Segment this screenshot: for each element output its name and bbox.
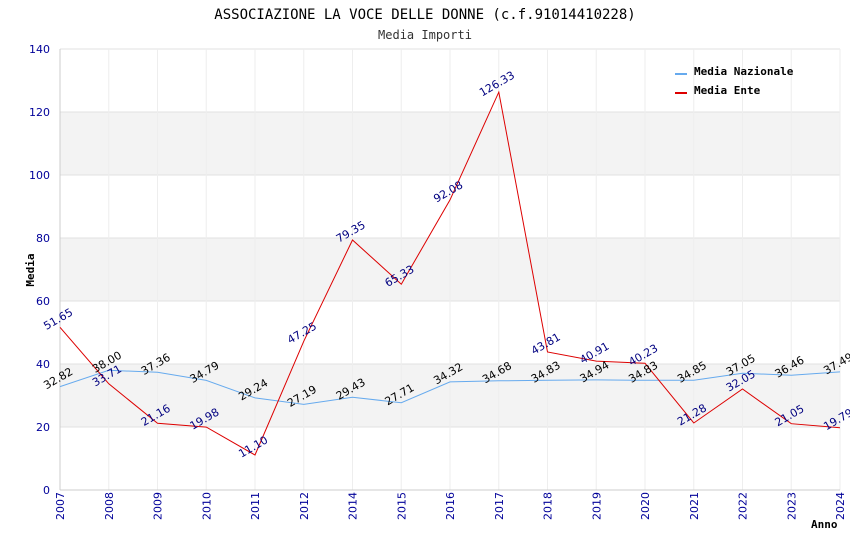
x-axis-label: Anno bbox=[811, 518, 838, 531]
y-tick-label: 100 bbox=[29, 169, 50, 182]
legend-item-media-nazionale: Media Nazionale bbox=[675, 65, 794, 78]
x-tick-label: 2011 bbox=[249, 492, 262, 520]
x-tick-label: 2012 bbox=[298, 492, 311, 520]
series-line-1 bbox=[59, 90, 841, 456]
data-label: 126.33 bbox=[477, 69, 517, 100]
x-tick-label: 2024 bbox=[834, 492, 847, 520]
x-tick-label: 2019 bbox=[590, 492, 603, 520]
y-tick-labels: 0 20 40 60 80 100 120 140 bbox=[29, 43, 50, 497]
y-tick-label: 0 bbox=[43, 484, 50, 497]
legend: Media Nazionale Media Ente bbox=[675, 65, 794, 97]
x-tick-label: 2017 bbox=[493, 492, 506, 520]
series-lines bbox=[59, 90, 841, 456]
x-tick-label: 2020 bbox=[639, 492, 652, 520]
data-label: 11.10 bbox=[236, 433, 270, 460]
x-tick-label: 2007 bbox=[54, 492, 67, 520]
x-tick-label: 2009 bbox=[152, 492, 165, 520]
y-tick-label: 140 bbox=[29, 43, 50, 56]
x-tick-label: 2014 bbox=[347, 492, 360, 520]
x-tick-labels: 2007 2008 2009 2010 2011 2012 2014 2015 2016 2017… bbox=[54, 492, 847, 520]
y-tick-label: 60 bbox=[36, 295, 50, 308]
chart-subtitle: Media Importi bbox=[378, 28, 472, 42]
x-tick-label: 2016 bbox=[444, 492, 457, 520]
x-tick-label: 2022 bbox=[737, 492, 750, 520]
y-tick-label: 20 bbox=[36, 421, 50, 434]
y-tick-label: 120 bbox=[29, 106, 50, 119]
x-tick-label: 2023 bbox=[785, 492, 798, 520]
legend-label: Media Nazionale bbox=[694, 65, 794, 78]
chart-title: ASSOCIAZIONE LA VOCE DELLE DONNE (c.f.91… bbox=[214, 7, 635, 23]
legend-label: Media Ente bbox=[694, 84, 761, 97]
series-line-0 bbox=[59, 369, 841, 405]
y-tick-label: 80 bbox=[36, 232, 50, 245]
data-label: 92.08 bbox=[431, 178, 465, 205]
data-label: 47.25 bbox=[285, 320, 319, 347]
legend-item-media-ente: Media Ente bbox=[675, 84, 761, 97]
x-tick-label: 2021 bbox=[688, 492, 701, 520]
y-axis-label: Media bbox=[24, 253, 37, 286]
data-label: 51.65 bbox=[41, 306, 75, 333]
x-tick-label: 2010 bbox=[200, 492, 213, 520]
y-tick-label: 40 bbox=[36, 358, 50, 371]
x-tick-label: 2008 bbox=[103, 492, 116, 520]
x-tick-label: 2018 bbox=[542, 492, 555, 520]
x-tick-label: 2015 bbox=[395, 492, 408, 520]
